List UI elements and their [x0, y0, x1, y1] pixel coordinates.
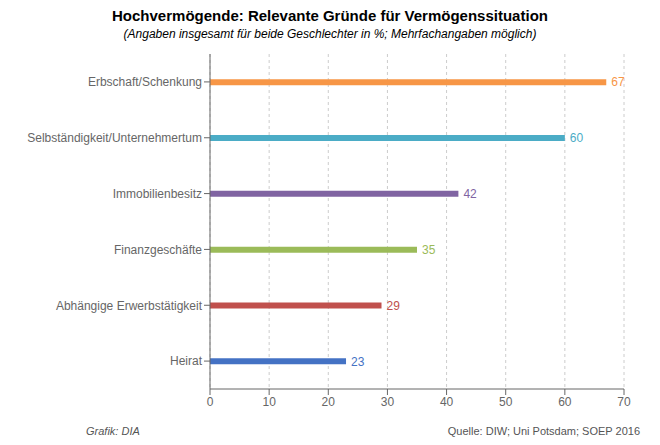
svg-text:0: 0 — [207, 395, 214, 409]
svg-text:35: 35 — [422, 243, 436, 257]
svg-text:29: 29 — [387, 299, 401, 313]
svg-text:60: 60 — [558, 395, 572, 409]
html-text:Grafik: DIA: Grafik: DIA — [86, 425, 140, 437]
html-text:Quelle: DIW; Uni Potsdam; SOEP: Quelle: DIW; Uni Potsdam; SOEP 2016 — [447, 425, 640, 437]
html-text:Hochvermögende: Relevante Grün: Hochvermögende: Relevante Gründe für Ver… — [112, 7, 548, 24]
svg-text:10: 10 — [262, 395, 276, 409]
svg-text:Immobilienbesitz: Immobilienbesitz — [113, 187, 202, 201]
svg-text:Finanzgeschäfte: Finanzgeschäfte — [114, 243, 202, 257]
svg-text:Erbschaft/Schenkung: Erbschaft/Schenkung — [88, 75, 202, 89]
svg-text:60: 60 — [570, 131, 584, 145]
svg-text:42: 42 — [463, 187, 477, 201]
svg-text:70: 70 — [617, 395, 631, 409]
svg-text:30: 30 — [381, 395, 395, 409]
svg-text:40: 40 — [440, 395, 454, 409]
svg-text:67: 67 — [611, 75, 625, 89]
svg-text:Abhängige Erwerbstätigkeit: Abhängige Erwerbstätigkeit — [56, 299, 203, 313]
svg-text:50: 50 — [499, 395, 513, 409]
svg-text:23: 23 — [351, 355, 365, 369]
svg-text:Heirat: Heirat — [170, 354, 203, 368]
svg-text:20: 20 — [322, 395, 336, 409]
html-text:(Angaben insgesamt für beide G: (Angaben insgesamt für beide Geschlechte… — [123, 27, 537, 41]
svg-text:Selbständigkeit/Unternehmertum: Selbständigkeit/Unternehmertum — [27, 131, 202, 145]
